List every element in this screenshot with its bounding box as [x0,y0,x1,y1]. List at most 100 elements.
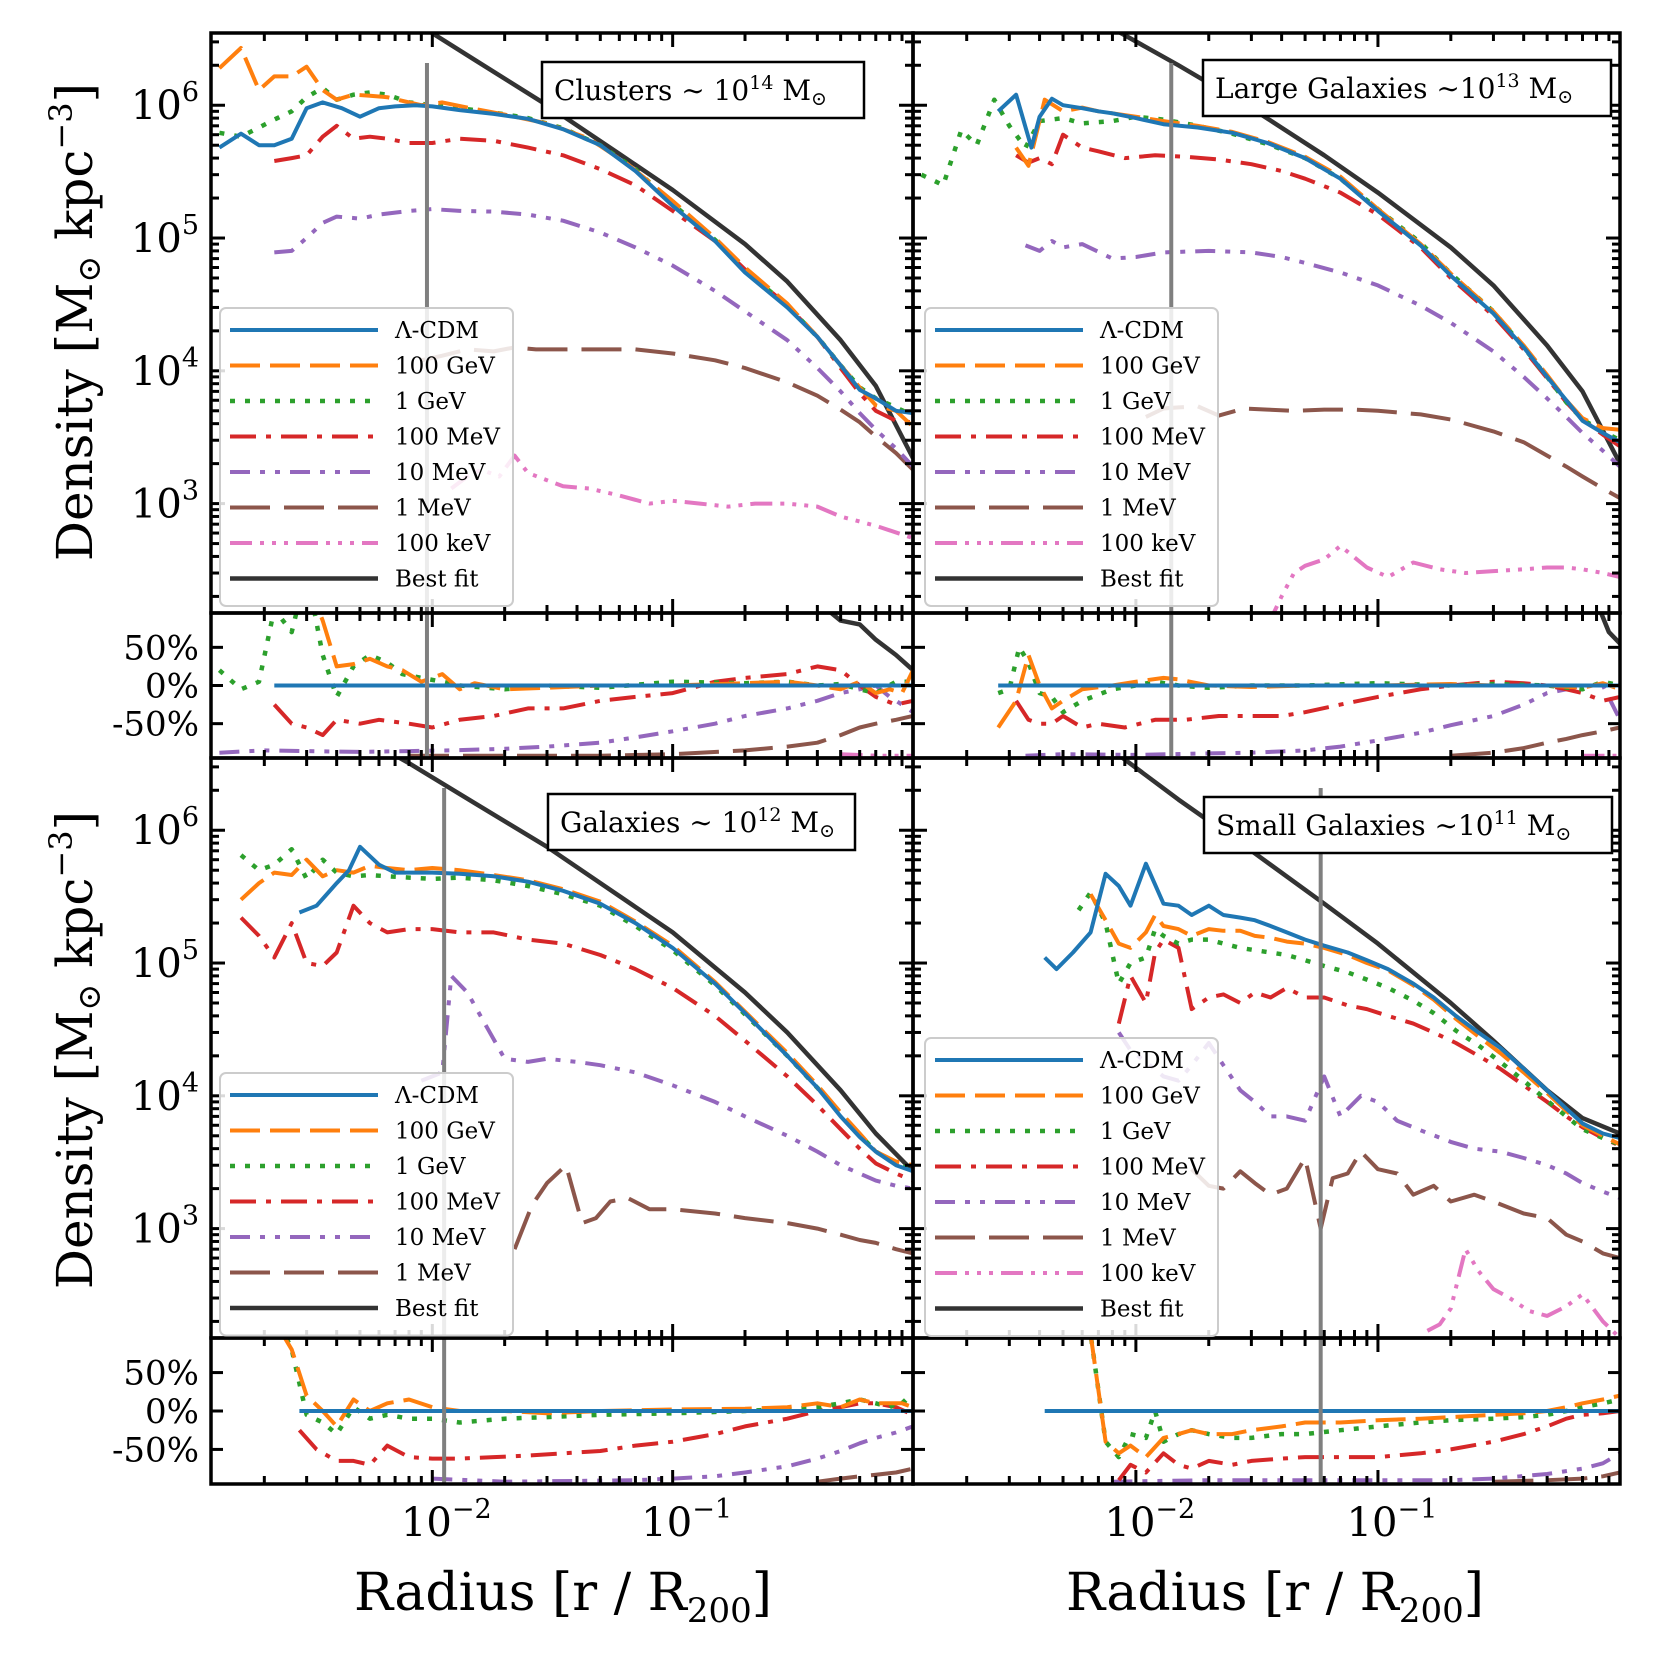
legend-label: 100 MeV [395,425,500,451]
residual-mev10 [1112,1451,1620,1484]
y-tick-label: 103 [131,476,199,528]
legend-label: 1 MeV [1100,496,1176,522]
residual-mev100 [1117,1409,1620,1482]
legend-label: 100 keV [1100,531,1196,557]
legend-label: Λ-CDM [1099,1048,1184,1074]
legend-label: Λ-CDM [394,1083,479,1109]
panel-title: Clusters ∼ 1014 M⊙ [554,72,827,110]
residual-mev10 [219,683,913,755]
legend-label: 10 MeV [1100,460,1191,486]
series-fit [1116,33,1620,465]
legend-label: 1 GeV [1100,1119,1171,1145]
residual-tick-label: -50% [112,705,199,745]
series-fit [427,33,913,460]
ylabel-top: Density [M⊙ kpc−3] [42,83,108,561]
legend-label: 10 MeV [395,460,486,486]
series-mev10 [274,207,913,468]
panel-title: Small Galaxies ∼1011 M⊙ [1216,807,1571,845]
legend-label: Λ-CDM [394,318,479,344]
y-tick-label: 106 [131,77,199,129]
ylabel-bottom: Density [M⊙ kpc−3] [42,811,108,1289]
panel-title-box [1201,58,1613,118]
residual-series-group [282,1338,913,1484]
residual-mev1 [1493,1470,1620,1484]
residual-gev1 [1088,1338,1620,1460]
series-mev100 [1015,132,1620,448]
panel-title: Galaxies ∼ 1012 M⊙ [560,804,835,842]
residual-series-group [996,613,1620,758]
legend-label: 10 MeV [1100,1190,1191,1216]
legend-label: 100 GeV [395,354,495,380]
y-tick-label: 105 [131,935,199,987]
series-lcdm [996,92,1620,444]
series-mev1 [512,1163,913,1256]
legend-label: 1 MeV [395,1261,471,1287]
series-gev100 [1088,893,1620,1147]
y-tick-label: 105 [131,210,199,262]
x-tick-label: 10−1 [641,1494,732,1546]
legend-label: 100 MeV [1100,1155,1205,1181]
legend-box [924,1037,1219,1337]
density-series-group [239,758,913,1338]
y-tick-label: 106 [131,802,199,854]
panel-title-box [540,60,866,120]
legend-label: Best fit [1100,567,1184,593]
legend-label: 1 GeV [395,1154,466,1180]
legend-label: 100 keV [395,531,491,557]
panel-clusters: 103 104 105 106 50%0%-50% Clusters ∼ 1014 M⊙ Λ… [112,31,915,760]
series-lcdm [298,844,913,1174]
legend: Λ-CDM 100 GeV 1 GeV 100 MeV 10 MeV 1 MeV 100 k… [219,307,514,607]
residual-mev1 [1450,725,1620,758]
legend: Λ-CDM 100 GeV 1 GeV 100 MeV 10 MeV 1 MeV 100 k… [924,307,1219,607]
x-ticks [965,33,1622,758]
residual-tick-label: 0% [145,1392,199,1432]
series-gev1 [219,85,913,418]
panel-title-box [1202,795,1614,855]
residual-fit [827,613,913,672]
residual-series-group [217,613,913,758]
residual-mev10 [432,1424,913,1484]
legend-label: Λ-CDM [1099,318,1184,344]
panel-title-box [546,792,857,852]
legend-box [219,1072,514,1337]
y-tick-label: 103 [131,1201,199,1253]
residual-gev1 [997,645,1620,715]
x-tick-label: 10−2 [1105,1494,1196,1546]
residual-fit [1598,613,1620,646]
residual-mev1 [817,1466,913,1484]
legend-box [924,307,1219,607]
residual-gev1 [284,1338,913,1437]
series-lcdm [1043,861,1620,1141]
legend-label: 1 MeV [395,496,471,522]
series-gev100 [218,46,913,429]
legend-label: 1 GeV [1100,389,1171,415]
panel-small-galaxies: 10−2 10−1 Small Galaxies ∼1011 M⊙ Λ-CDM 100 … [911,756,1622,1546]
legend-label: Best fit [1100,1297,1184,1323]
series-mev100 [1116,937,1620,1148]
legend-label: 100 GeV [1100,354,1200,380]
legend: Λ-CDM 100 GeV 1 GeV 100 MeV 10 MeV 1 MeV Best … [219,1072,514,1337]
residual-tick-label: 50% [123,628,199,668]
series-kev100 [1426,1247,1620,1338]
x-ticks [965,758,1622,1484]
legend-label: 1 GeV [395,389,466,415]
x-tick-label: 10−1 [1347,1494,1438,1546]
series-mev10 [420,973,913,1191]
legend-label: Best fit [395,1296,479,1322]
residual-mev100 [272,664,913,738]
y-tick-label: 104 [131,1068,199,1120]
legend-label: 100 keV [1100,1261,1196,1287]
residual-tick-label: 0% [145,667,199,707]
legend-label: 10 MeV [395,1225,486,1251]
residual-gev100 [996,653,1620,729]
legend: Λ-CDM 100 GeV 1 GeV 100 MeV 10 MeV 1 MeV 100 k… [924,1037,1219,1337]
residual-mev1 [409,714,913,758]
series-kev100 [1271,543,1620,613]
xlabel-left: Radius [r / R200] [354,1563,772,1631]
y-ticks [913,765,1620,1451]
legend-box [219,307,514,607]
residual-mev100 [1014,679,1620,730]
residual-tick-label: -50% [112,1430,199,1470]
legend-label: 100 MeV [1100,425,1205,451]
